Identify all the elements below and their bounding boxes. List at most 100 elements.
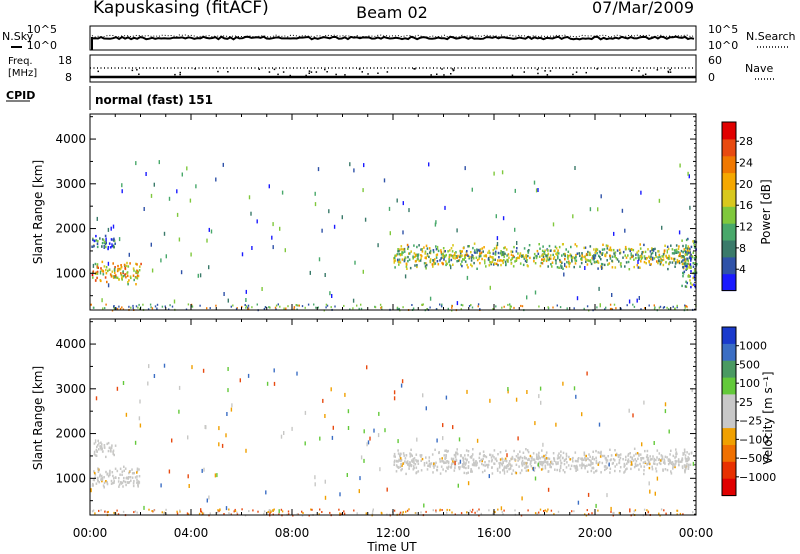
data-point [670,472,673,475]
scatter-point [563,272,565,277]
data-point [122,485,124,488]
data-point [513,458,516,461]
data-point [479,249,481,253]
ground-echo [116,509,118,512]
data-point [553,255,556,259]
data-point [407,462,410,466]
data-point [441,261,443,265]
ground-echo [610,510,612,513]
data-point [453,462,455,465]
data-point [94,279,97,282]
power-ylabel: Slant Range [km] [31,160,45,264]
ground-echo [236,513,239,516]
data-point [538,451,540,455]
colorbar-segment [722,155,736,174]
data-point [525,462,528,465]
data-point [663,461,666,464]
ground-echo [113,307,115,310]
data-point [664,468,667,471]
data-point [393,463,395,466]
data-point [543,258,546,261]
data-point [603,454,606,458]
scatter-point [128,252,130,257]
data-point [643,243,645,247]
data-point [96,477,99,480]
data-point [580,466,583,470]
ground-echo [609,303,612,306]
data-point [494,252,497,255]
data-point [91,273,94,277]
scatter-point [573,386,576,391]
data-point [576,466,578,469]
scatter-point [532,466,535,471]
freq-speck [669,68,671,71]
data-point [481,257,483,261]
data-point [549,249,552,252]
data-point [684,467,687,471]
ground-echo [169,304,171,307]
data-point [489,251,491,255]
freq-speck [669,71,672,73]
freq-speck [97,70,99,73]
data-point [651,247,653,250]
ground-echo [653,304,655,307]
data-point [513,449,515,453]
data-point [566,260,568,264]
data-point [642,461,645,464]
scatter-point [564,262,566,267]
freq-label-line-1: Freq. [8,56,33,67]
data-point [555,247,558,250]
data-point [479,254,482,258]
data-point [103,265,106,268]
ground-echo [654,306,656,309]
data-point [658,452,661,455]
data-point [554,468,556,471]
data-point [417,462,420,465]
data-point [429,465,431,468]
data-point [452,244,454,247]
beam-label: Beam 02 [356,3,428,22]
data-point [686,251,688,255]
data-point [690,265,692,268]
data-point [97,480,99,483]
data-point [497,251,500,255]
data-point [654,247,656,251]
scatter-point [423,503,425,508]
data-point [408,464,410,468]
data-point [118,483,121,486]
data-point [618,461,620,465]
data-point [678,463,680,467]
data-point [624,468,627,471]
data-point [627,454,629,457]
data-point [578,252,581,255]
colorbar-segment [722,206,736,224]
scatter-point [324,414,326,418]
data-point [588,253,591,257]
data-point [633,265,635,269]
ground-echo [379,303,382,306]
data-point [637,249,640,253]
ground-echo [202,512,205,515]
data-point [685,247,687,250]
data-point [137,480,140,483]
data-point [601,253,603,256]
data-point [513,245,515,249]
data-point [467,450,470,453]
ground-echo [216,511,219,514]
scatter-point [435,220,437,225]
scatter-point [206,498,208,503]
data-point [97,467,99,470]
data-point [525,466,528,469]
ground-echo [633,305,636,308]
data-point [690,270,692,273]
data-point [398,249,400,253]
freq-speck [537,72,539,75]
scatter-point [266,381,269,386]
data-point [481,470,484,474]
data-point [515,259,518,262]
data-point [663,460,666,463]
data-point [625,261,628,264]
data-point [595,469,598,472]
ground-echo [609,307,612,310]
data-point [647,460,650,463]
